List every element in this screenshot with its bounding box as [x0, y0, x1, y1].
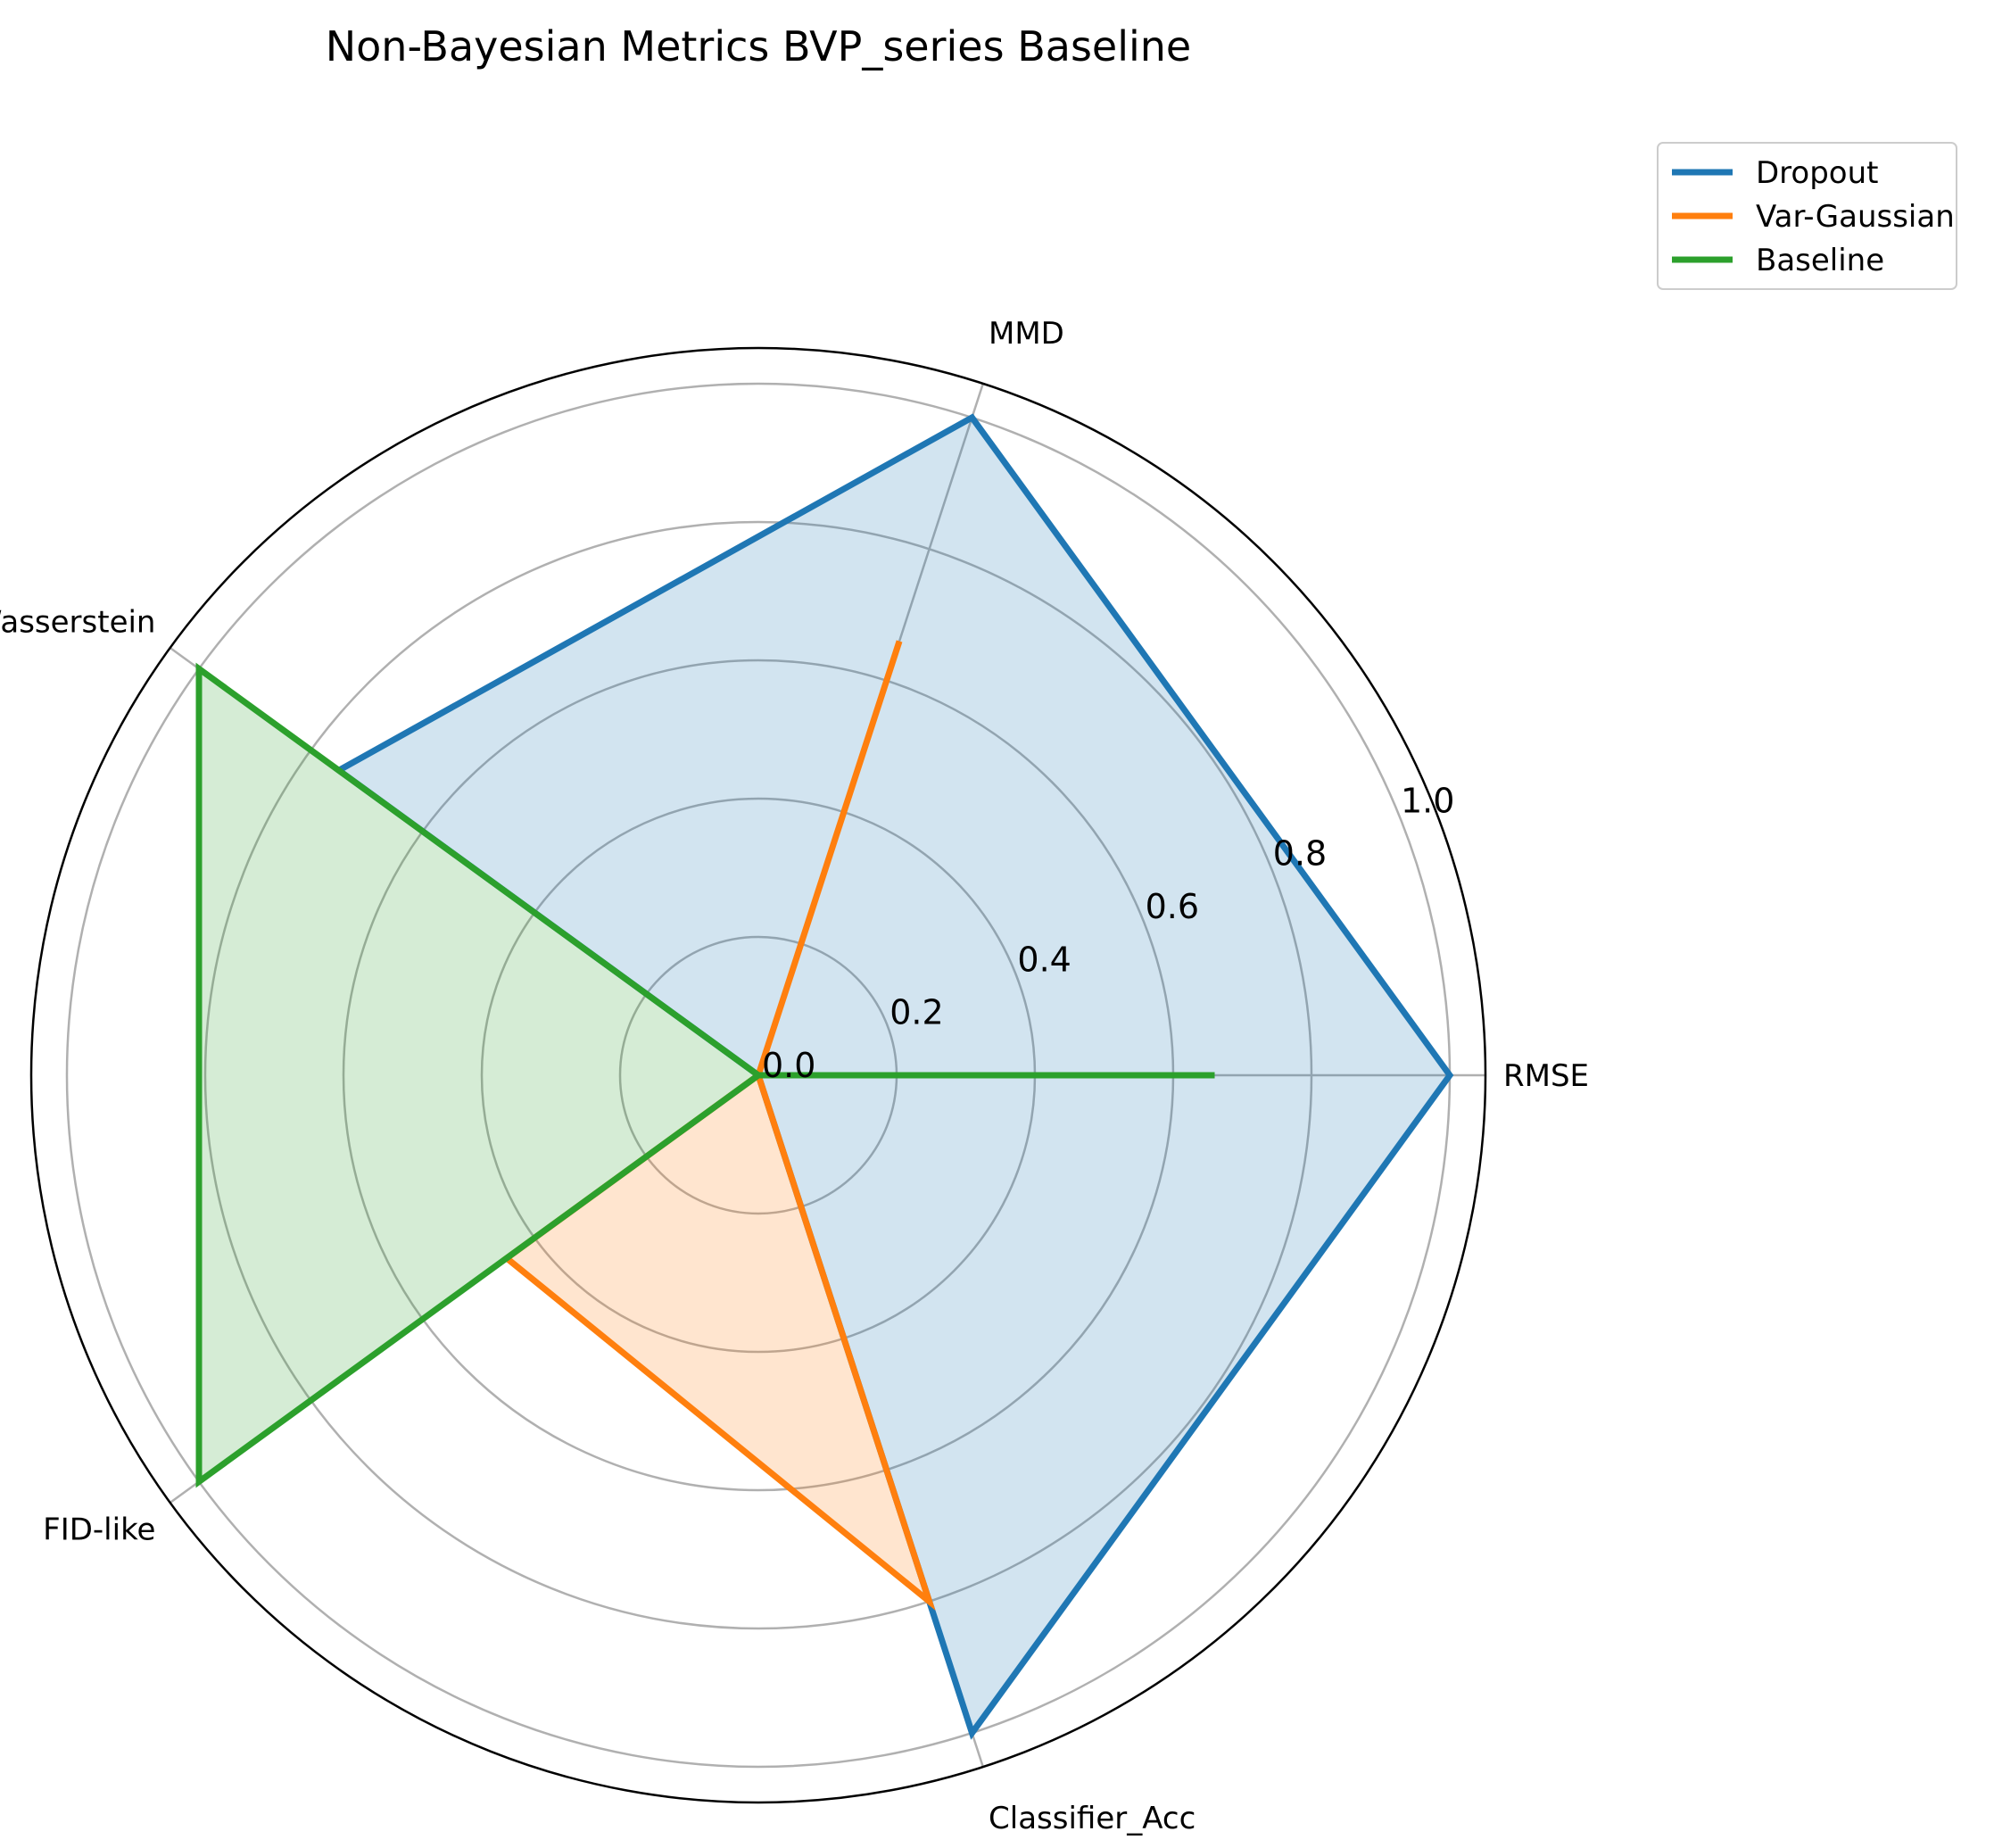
category-label: Wasserstein: [0, 605, 155, 641]
legend-label: Baseline: [1756, 243, 1884, 278]
series-fill: [199, 668, 1215, 1482]
legend-box: [1657, 142, 1957, 290]
category-label: FID-like: [43, 1512, 155, 1547]
series-group: [195, 413, 1454, 1740]
series-fill: [506, 641, 930, 1602]
radial-tick-label: 0.2: [889, 993, 943, 1032]
category-label: MMD: [989, 316, 1064, 352]
radial-tick-label: 0.6: [1146, 887, 1199, 926]
legend: Dropout Var-Gaussian Baseline: [1657, 142, 1957, 290]
polar-frame: [29, 346, 1487, 1804]
radial-tick-label: 0.4: [1017, 940, 1071, 979]
chart-title: Non-Bayesian Metrics BVP_series Baseline: [326, 22, 1191, 70]
radial-tick-label: 0.0: [762, 1046, 815, 1085]
legend-label: Dropout: [1756, 155, 1878, 191]
category-label: RMSE: [1503, 1058, 1589, 1094]
axis-labels: 0.0 0.2 0.4 0.6 0.8 1.0 RMSE MMD Wasserstein FID-…: [0, 316, 1589, 1836]
radial-tick-label: 1.0: [1401, 781, 1454, 820]
legend-label: Var-Gaussian: [1756, 199, 1955, 235]
series-line: [195, 662, 1215, 1488]
category-label: Classifier_Acc: [989, 1801, 1196, 1836]
radial-tick-label: 0.8: [1273, 834, 1327, 874]
